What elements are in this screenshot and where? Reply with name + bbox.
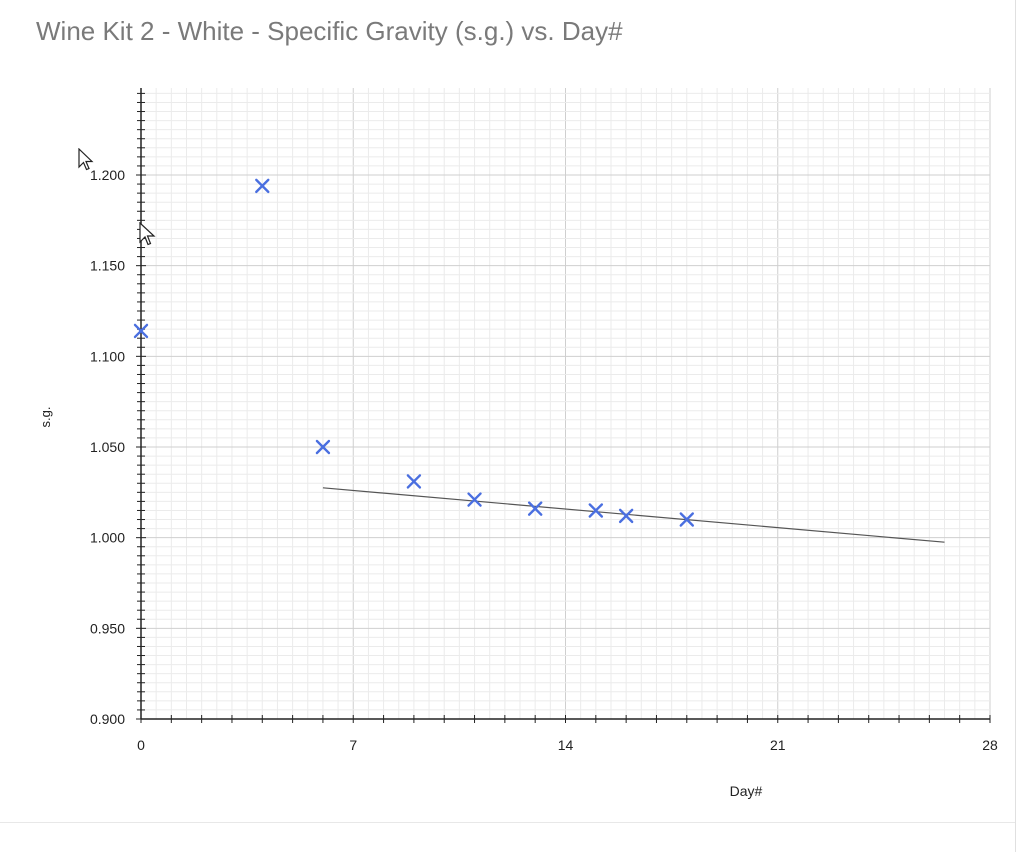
x-tick-label: 14	[558, 737, 574, 753]
y-tick-label: 1.050	[90, 439, 125, 455]
y-tick-label: 0.950	[90, 620, 125, 636]
data-point	[315, 439, 331, 455]
trendline	[322, 487, 945, 543]
axes	[136, 88, 991, 723]
y-tick-label: 0.900	[90, 711, 125, 727]
mouse-cursor-icon	[78, 148, 94, 171]
x-tick-label: 0	[137, 737, 145, 753]
x-tick-label: 28	[982, 737, 998, 753]
data-point	[133, 323, 149, 339]
data-point-stroke	[255, 178, 270, 194]
y-tick-label: 1.000	[90, 530, 125, 546]
data-point	[255, 178, 270, 194]
tick-labels: 0.900 0.950 1.000 1.050 1.100 1.150 1.200 0 7 14 2…	[90, 167, 998, 753]
trendline-group	[322, 487, 945, 543]
panel-border-right	[1015, 0, 1016, 852]
data-point	[618, 508, 634, 524]
y-tick-label: 1.150	[90, 258, 125, 274]
y-tick-label: 1.100	[90, 348, 125, 364]
data-point	[679, 512, 694, 527]
data-points	[133, 178, 694, 527]
data-point-stroke	[406, 474, 422, 489]
x-tick-label: 21	[770, 737, 786, 753]
grid	[140, 88, 991, 720]
data-point-stroke	[618, 508, 634, 524]
data-point-stroke	[315, 439, 331, 455]
mouse-cursor-icon-2	[139, 222, 156, 246]
data-point	[406, 474, 422, 489]
y-axis-label: s.g.	[38, 407, 53, 428]
data-point-stroke	[588, 503, 604, 518]
x-axis-label: Day#	[730, 783, 763, 799]
data-point	[588, 503, 604, 518]
y-tick-label: 1.200	[90, 167, 125, 183]
data-point	[467, 492, 482, 507]
data-point-stroke	[467, 492, 482, 507]
chart-title: Wine Kit 2 - White - Specific Gravity (s…	[36, 16, 623, 46]
data-point-stroke	[527, 501, 543, 516]
x-tick-label: 7	[349, 737, 357, 753]
panel-border-bottom	[0, 822, 1015, 823]
data-point	[527, 501, 543, 516]
data-point-stroke	[133, 323, 149, 339]
data-point-stroke	[679, 512, 694, 527]
